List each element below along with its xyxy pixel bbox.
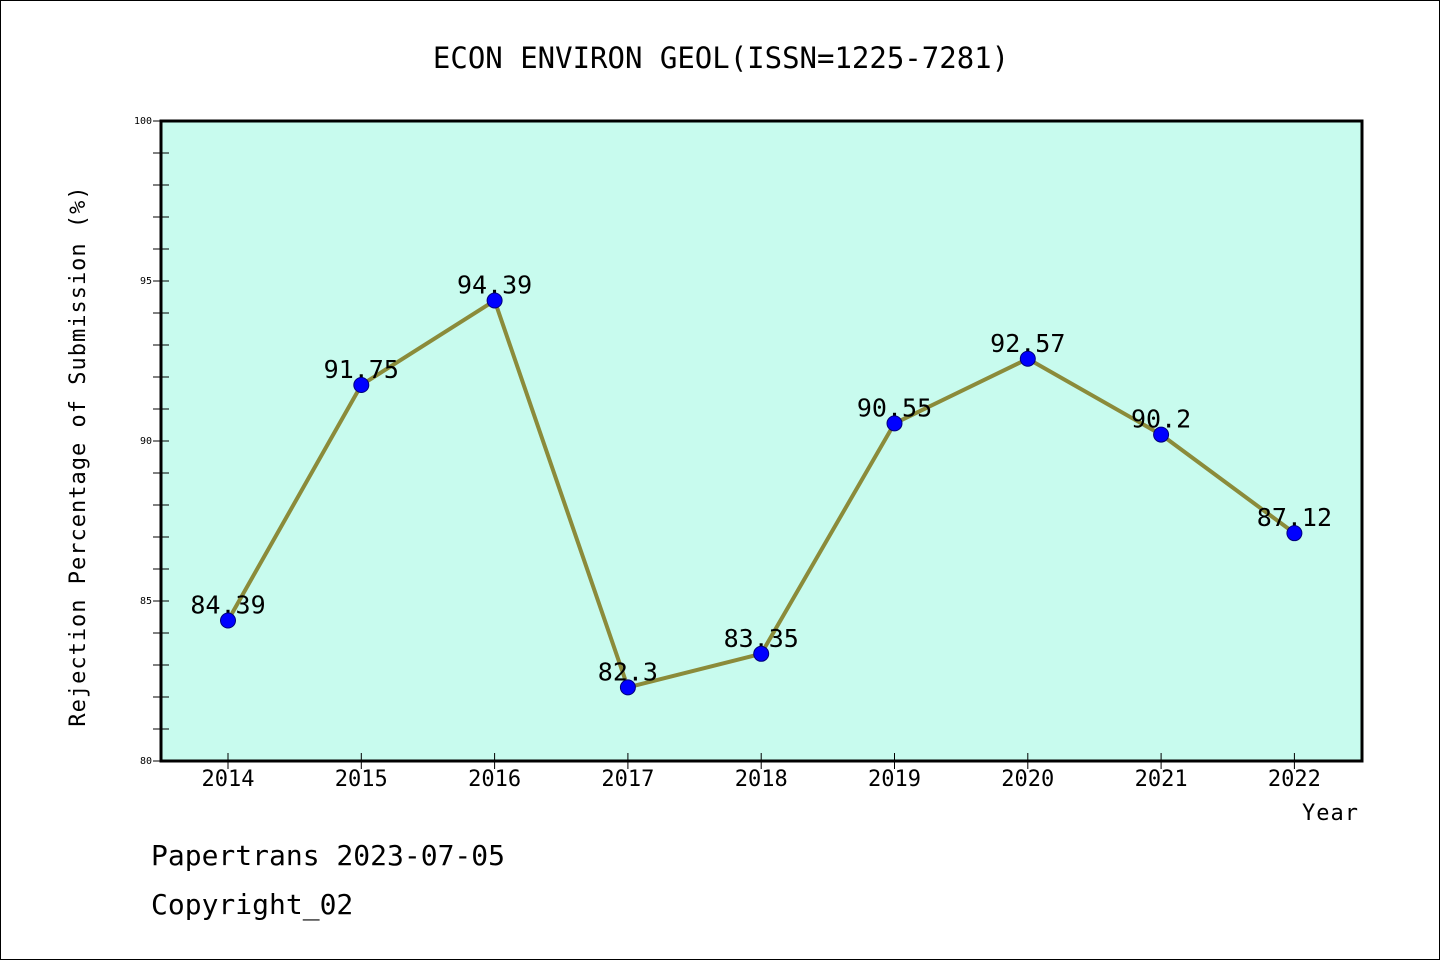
x-axis-label: Year [1302, 801, 1359, 826]
footer-papertrans: Papertrans 2023-07-05 [151, 839, 505, 872]
data-point [753, 645, 770, 662]
x-tick-label: 2018 [735, 767, 788, 792]
data-point [1153, 426, 1170, 443]
data-point [353, 377, 370, 393]
y-tick-label: 85 [140, 596, 152, 607]
data-point [486, 292, 503, 309]
y-tick-label: 90 [140, 436, 152, 447]
data-point [1286, 525, 1303, 542]
data-point [220, 612, 236, 629]
chart-title: ECON ENVIRON GEOL(ISSN=1225-7281) [433, 41, 1009, 75]
plot-area [159, 119, 1364, 763]
x-axis: 2014 2015 2016 2017 2018 2019 2020 2021 2022 [202, 753, 1321, 792]
y-tick-label: 100 [134, 116, 152, 127]
y-tick-label: 80 [140, 756, 152, 767]
y-axis-label: Rejection Percentage of Submission (%) [66, 185, 91, 726]
x-tick-label: 2017 [601, 767, 654, 792]
y-axis: 80 85 90 95 100 [134, 116, 169, 767]
x-tick-label: 2014 [202, 767, 255, 792]
data-point [619, 679, 636, 696]
series-line: 84.3991.7594.3982.383.3590.5592.5790.287… [190, 271, 1332, 696]
x-tick-label: 2022 [1268, 767, 1321, 792]
y-tick-label: 95 [140, 276, 152, 287]
x-tick-label: 2016 [468, 767, 521, 792]
x-tick-label: 2021 [1135, 767, 1188, 792]
data-point [886, 415, 903, 432]
x-tick-label: 2019 [868, 767, 921, 792]
x-tick-label: 2015 [335, 767, 388, 792]
data-point [1019, 350, 1036, 367]
x-tick-label: 2020 [1001, 767, 1054, 792]
footer-copyright: Copyright_02 [151, 888, 353, 922]
